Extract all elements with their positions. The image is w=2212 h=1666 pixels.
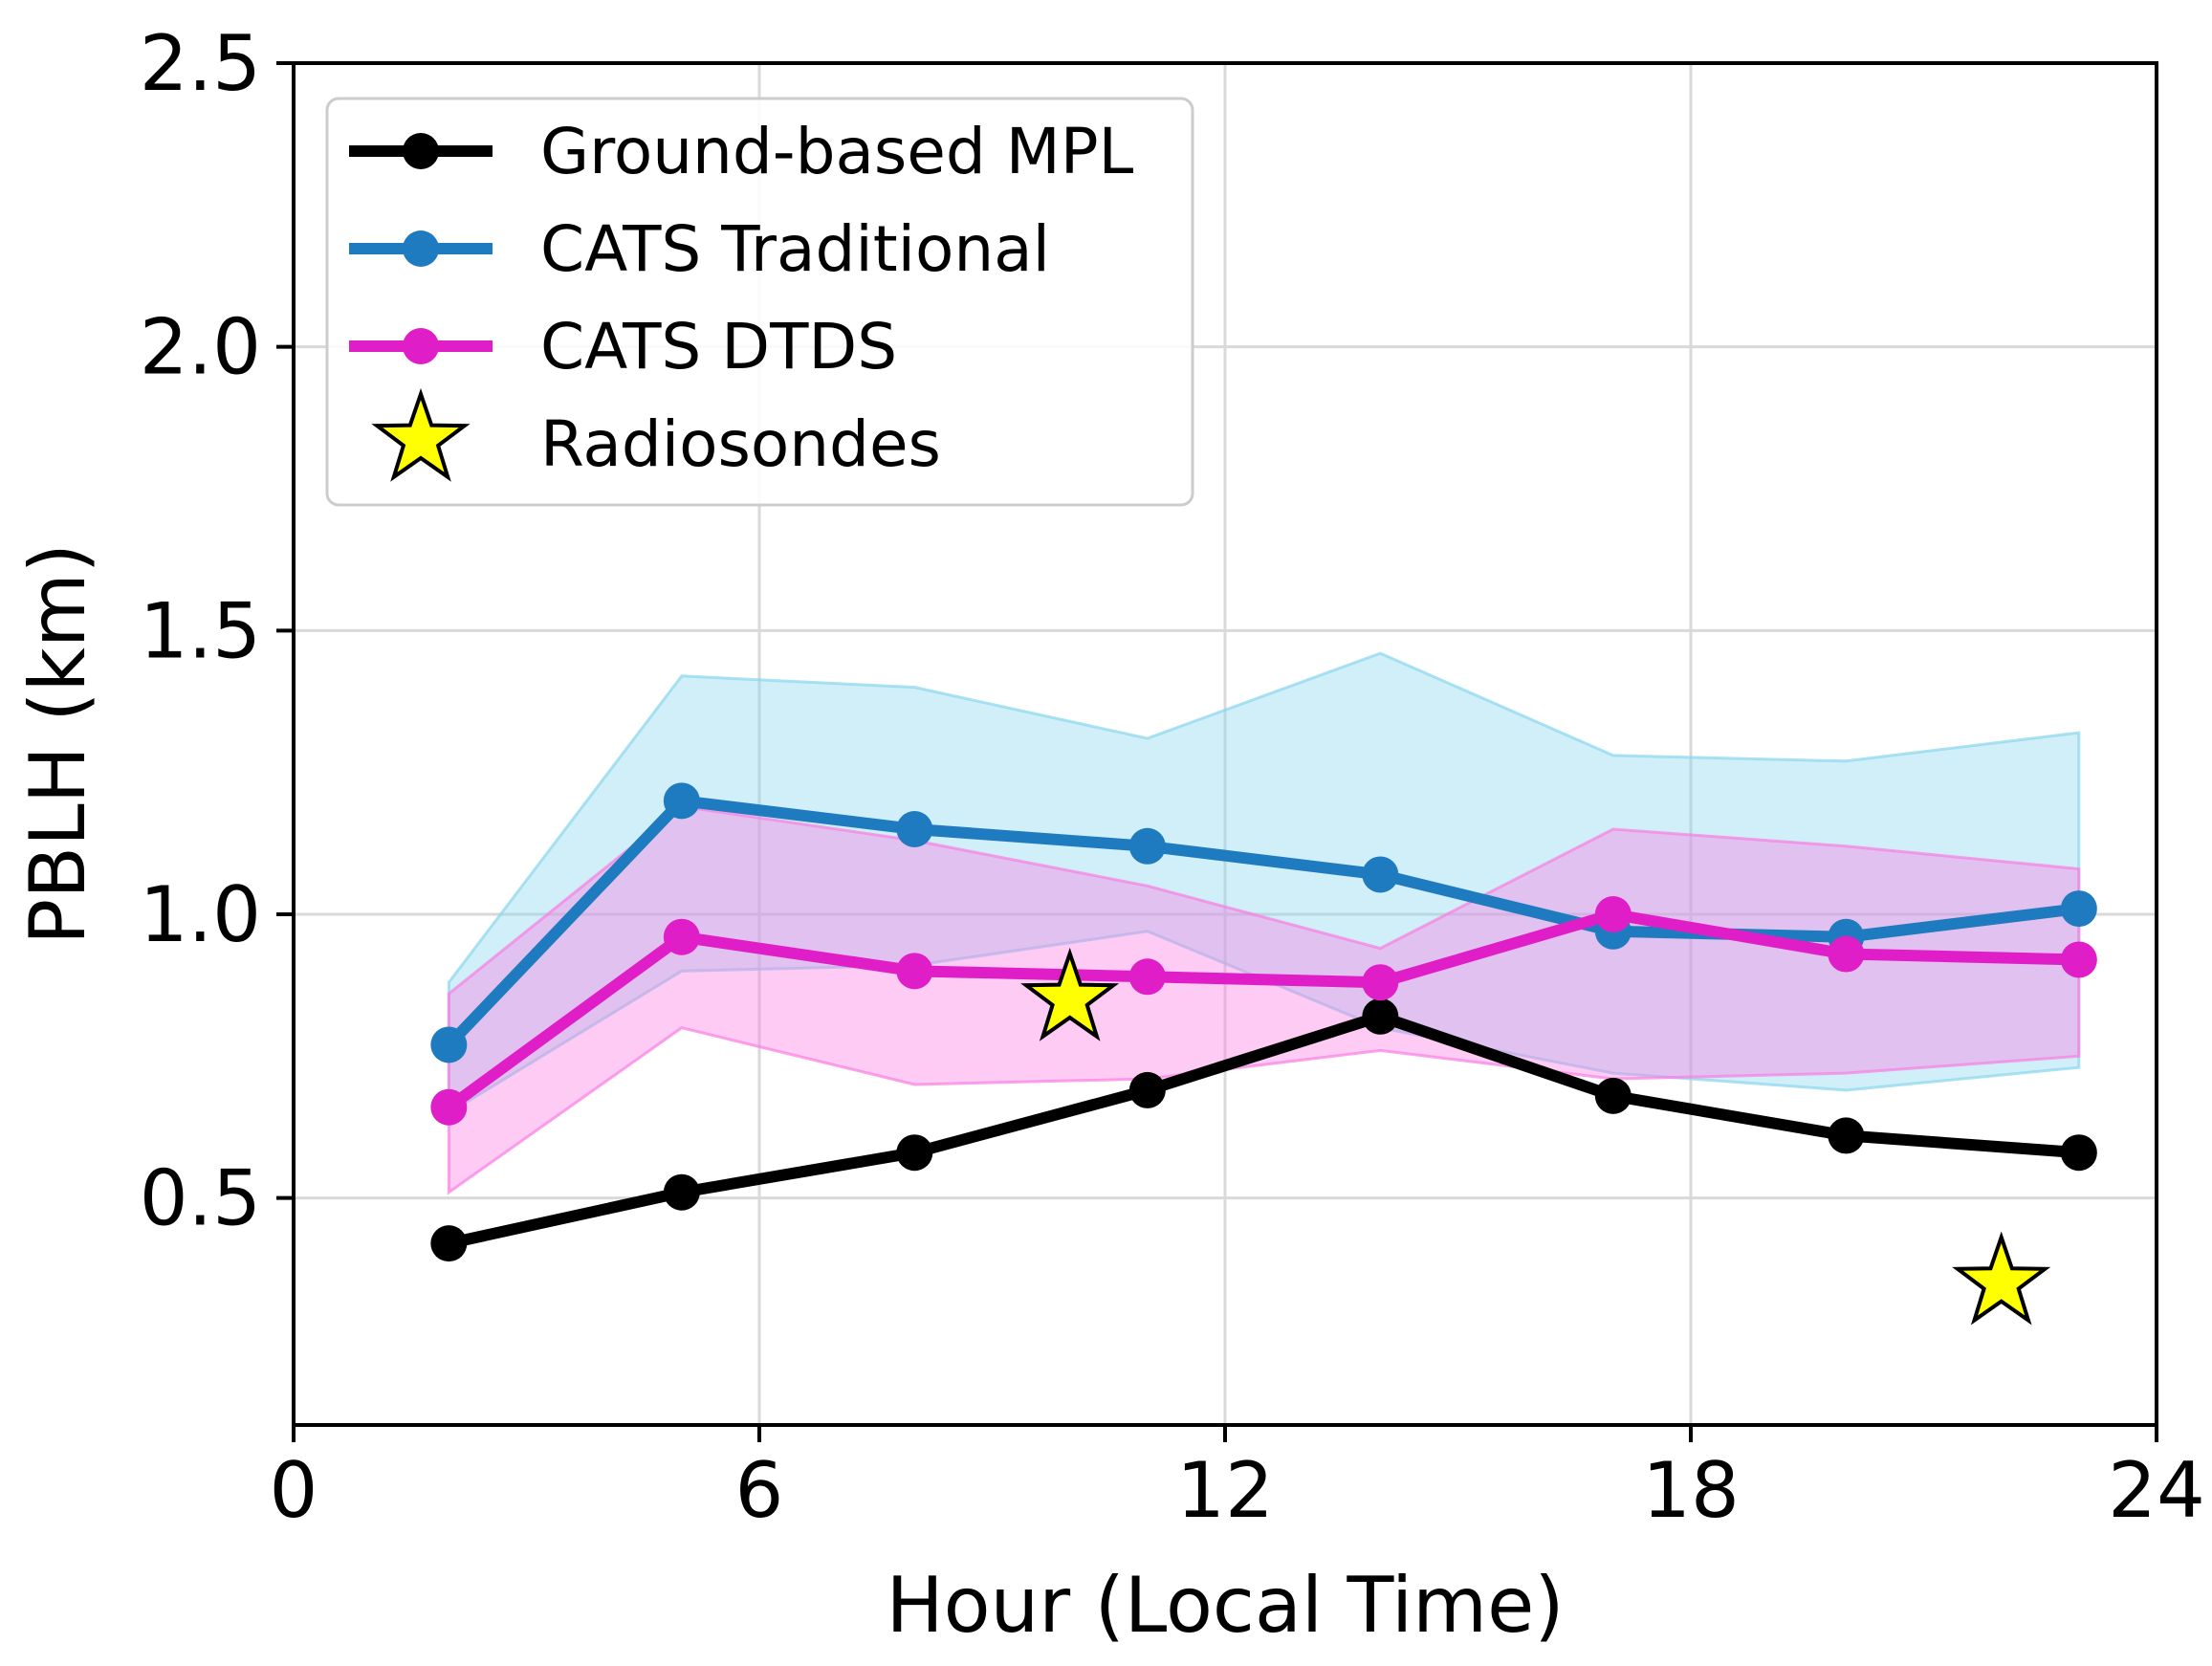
uncertainty-bands (447, 651, 2081, 1195)
legend-label: CATS DTDS (540, 310, 897, 384)
ground-based-mpl-point (1128, 1071, 1166, 1108)
cats-traditional-point (896, 811, 933, 847)
cats-dtds-point (663, 918, 700, 955)
cats-dtds-point (430, 1088, 468, 1126)
y-tick-label: 2.5 (140, 19, 261, 108)
cats-traditional-point (663, 782, 700, 820)
series-lines (443, 795, 2085, 1250)
legend-star-swatch (371, 387, 471, 482)
x-tick-label: 6 (735, 1446, 784, 1535)
cats-dtds-point (1828, 935, 1865, 973)
cats-traditional-point (2060, 890, 2097, 928)
ground-based-mpl-point (1594, 1077, 1632, 1114)
cats-dtds-point (896, 953, 933, 990)
legend-entry-cats-traditional: CATS Traditional (349, 212, 1050, 286)
cats-traditional-point (430, 1026, 468, 1063)
x-tick-label: 12 (1176, 1446, 1274, 1535)
cats-dtds-point (1128, 958, 1166, 996)
legend-frame (325, 97, 1194, 507)
y-tick-label: 1.5 (140, 586, 261, 675)
legend: Ground-based MPL CATS Traditional CATS DTD… (325, 97, 1194, 507)
y-axis-title: PBLH (km) (13, 543, 102, 945)
y-tick-label: 2.0 (140, 303, 261, 392)
cats-traditional-point (1128, 827, 1166, 865)
legend-marker-swatch (403, 328, 439, 364)
legend-entry-cats-dtds: CATS DTDS (349, 310, 897, 384)
x-tick-label: 18 (1642, 1446, 1740, 1535)
cats-traditional-point (1362, 856, 1399, 893)
legend-label: Radiosondes (540, 407, 941, 481)
radiosonde-markers (1020, 947, 2051, 1326)
ground-based-mpl-line (443, 1010, 2085, 1250)
cats-traditional-band (447, 651, 2081, 1116)
ground-based-mpl-point (2060, 1134, 2097, 1172)
x-axis-title: Hour (Local Time) (886, 1561, 1564, 1650)
ground-based-mpl-point (1828, 1117, 1865, 1154)
legend-label: CATS Traditional (540, 212, 1050, 286)
ground-based-mpl-point (430, 1225, 468, 1262)
cats-dtds-point (1362, 964, 1399, 1001)
legend-entry-radiosondes: Radiosondes (371, 387, 941, 482)
ground-based-mpl-point (1362, 997, 1399, 1035)
legend-entry-ground-based-mpl: Ground-based MPL (349, 115, 1134, 188)
y-tick-label: 1.0 (140, 870, 261, 959)
series-markers (430, 782, 2097, 1262)
cats-traditional-line (443, 795, 2085, 1051)
legend-marker-swatch (403, 133, 439, 169)
radiosonde-point (1952, 1231, 2051, 1326)
cats-dtds-point (2060, 941, 2097, 978)
cats-dtds-point (1594, 896, 1632, 932)
legend-label: Ground-based MPL (540, 115, 1134, 188)
axis-ticks: 0 6 12 18 24 0.5 1.0 1.5 2.0 2.5 (140, 19, 2205, 1535)
x-tick-label: 0 (270, 1446, 318, 1535)
ground-based-mpl-point (896, 1134, 933, 1172)
cats-dtds-band (447, 804, 2081, 1195)
cats-dtds-line (443, 909, 2085, 1113)
radiosonde-point (1020, 947, 1120, 1041)
y-tick-label: 0.5 (140, 1154, 261, 1243)
ground-based-mpl-point (663, 1173, 700, 1211)
legend-marker-swatch (403, 230, 439, 267)
x-tick-label: 24 (2108, 1446, 2205, 1535)
